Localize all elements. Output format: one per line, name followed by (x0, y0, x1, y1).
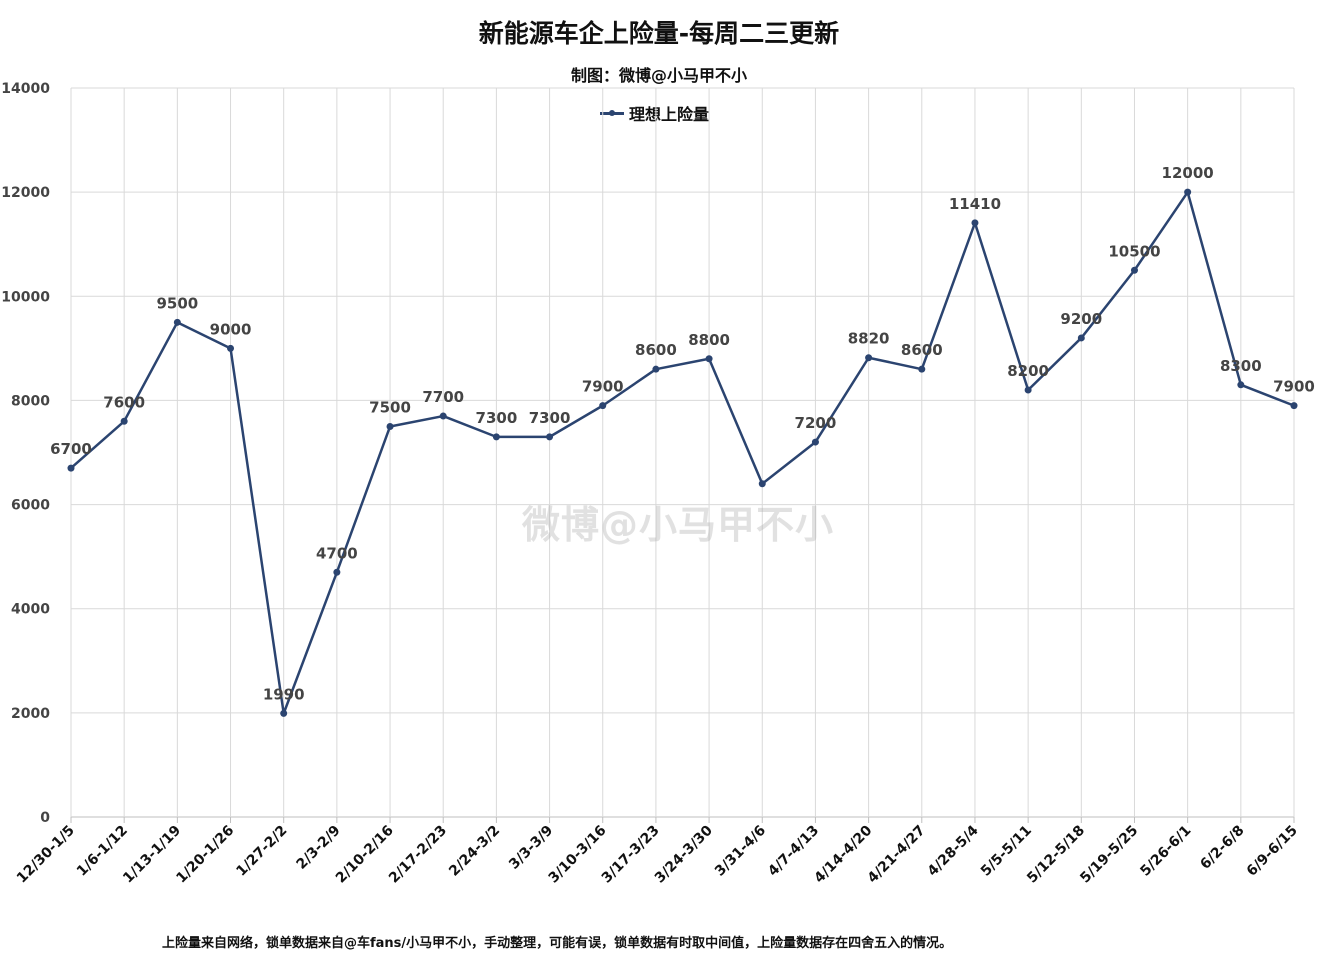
data-label: 7200 (795, 414, 837, 432)
x-tick-label: 3/3-3/9 (506, 823, 556, 873)
data-point (1184, 188, 1192, 196)
legend-label: 理想上险量 (629, 105, 710, 124)
data-label: 8300 (1220, 357, 1262, 375)
data-point (1024, 386, 1032, 394)
x-tick-label: 5/5-5/11 (978, 823, 1035, 880)
x-tick-label: 1/6-1/12 (74, 823, 131, 880)
data-label: 7700 (422, 388, 464, 406)
data-point (546, 433, 554, 441)
data-label: 9000 (210, 320, 252, 338)
data-point (280, 709, 288, 717)
data-point (705, 355, 713, 363)
data-label: 6700 (50, 440, 92, 458)
x-tick-label: 4/28-5/4 (925, 822, 982, 879)
x-tick-label: 1/20-1/26 (173, 823, 237, 887)
data-point (811, 438, 819, 446)
x-tick-label: 4/7-4/13 (765, 823, 822, 880)
data-label: 7900 (1273, 378, 1315, 396)
data-point (1077, 334, 1085, 342)
y-tick-label: 6000 (11, 498, 50, 514)
data-point (333, 568, 341, 576)
data-label: 8800 (688, 331, 730, 349)
x-tick-label: 4/21-4/27 (865, 823, 929, 887)
data-label: 7300 (529, 409, 571, 427)
data-point (865, 354, 873, 362)
y-tick-label: 12000 (1, 185, 50, 201)
data-point (1290, 402, 1298, 410)
footnote: 上险量来自网络，锁单数据来自@车fans/小马甲不小，手动整理，可能有误，锁单数… (162, 936, 953, 951)
data-label: 9500 (156, 294, 198, 312)
data-label: 7600 (103, 393, 145, 411)
x-tick-label: 5/19-5/25 (1077, 823, 1141, 887)
x-tick-label: 5/26-6/1 (1137, 823, 1194, 880)
y-tick-label: 2000 (11, 706, 50, 722)
data-label: 7900 (582, 378, 624, 396)
watermark: 微博@小马甲不小 (522, 503, 835, 547)
y-tick-label: 8000 (11, 393, 50, 409)
legend: 理想上险量 (600, 102, 709, 124)
data-point (67, 464, 75, 472)
data-label: 8600 (901, 341, 943, 359)
x-tick-label: 3/24-3/30 (652, 822, 716, 886)
x-tick-label: 6/9-6/15 (1244, 823, 1301, 880)
data-label: 8820 (848, 330, 890, 348)
y-tick-label: 4000 (11, 602, 50, 618)
x-tick-label: 1/27-2/2 (233, 823, 290, 880)
data-point (758, 480, 766, 488)
data-point (492, 433, 500, 441)
data-label: 12000 (1162, 164, 1214, 182)
data-point (173, 318, 181, 326)
data-label: 11410 (949, 195, 1001, 213)
chart-title: 新能源车企上险量-每周二三更新 (478, 19, 840, 48)
x-tick-label: 12/30-1/5 (14, 823, 78, 887)
data-label: 7500 (369, 398, 411, 416)
y-tick-label: 14000 (1, 81, 50, 97)
series-line (70, 190, 1295, 715)
y-tick-label: 10000 (1, 289, 50, 305)
y-tick-label: 0 (40, 810, 50, 826)
x-tick-label: 6/2-6/8 (1197, 823, 1247, 873)
data-point (599, 402, 607, 410)
data-point (652, 365, 660, 373)
legend-line-marker-icon (600, 102, 624, 124)
data-point (227, 344, 235, 352)
data-label: 4700 (316, 544, 358, 562)
data-point (918, 365, 926, 373)
x-tick-label: 2/17-2/23 (386, 823, 450, 887)
x-tick-label: 2/3-2/9 (293, 823, 343, 873)
data-point (439, 412, 447, 420)
data-label: 10500 (1108, 242, 1160, 260)
data-label: 8600 (635, 341, 677, 359)
data-point (1130, 266, 1138, 274)
data-label: 7300 (476, 409, 518, 427)
data-point (120, 417, 128, 425)
x-tick-label: 3/31-4/6 (712, 823, 769, 880)
data-label: 8200 (1007, 362, 1049, 380)
data-label: 9200 (1060, 310, 1102, 328)
data-point (971, 219, 979, 227)
data-point (1237, 381, 1245, 389)
data-label: 1990 (263, 685, 305, 703)
chart-subtitle: 制图：微博@小马甲不小 (570, 66, 747, 85)
x-tick-label: 2/24-3/2 (446, 823, 503, 880)
data-point (386, 422, 394, 430)
